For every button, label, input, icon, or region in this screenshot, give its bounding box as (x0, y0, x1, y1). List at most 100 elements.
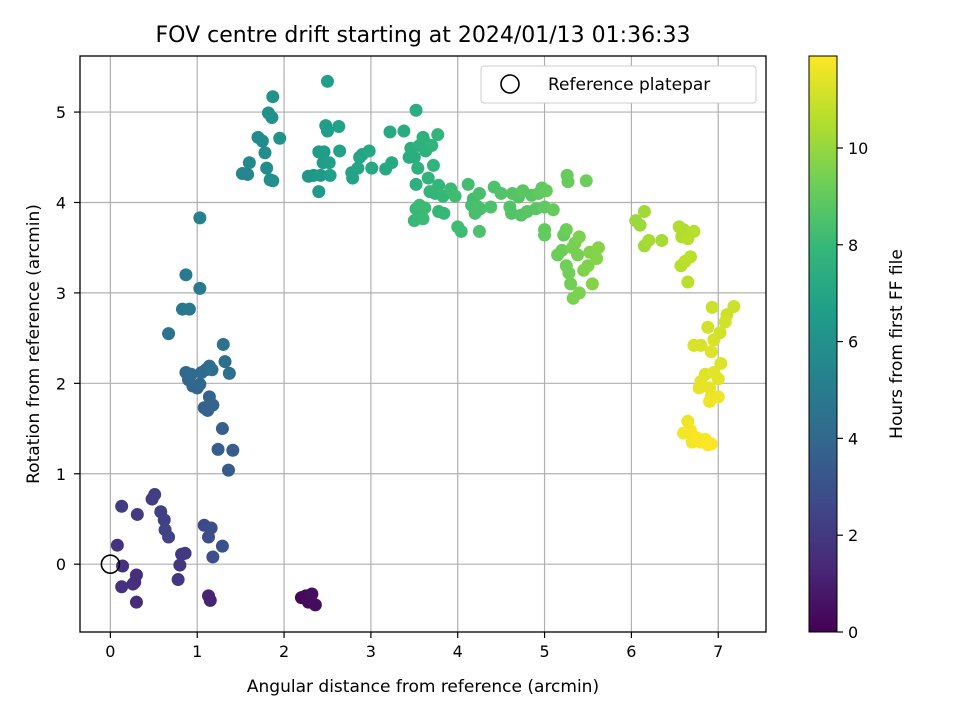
data-point (564, 277, 578, 291)
colorbar-tick-label: 8 (848, 236, 858, 255)
data-point (346, 171, 360, 185)
grid-lines (80, 56, 766, 632)
data-point (579, 174, 593, 188)
data-point (591, 241, 605, 255)
data-point (655, 233, 669, 247)
data-point (385, 156, 399, 170)
data-point (637, 205, 651, 219)
data-point (590, 252, 604, 266)
data-point (711, 372, 725, 386)
data-point (193, 281, 207, 295)
data-point (397, 124, 411, 138)
plot-area: 0 1 2 3 4 5 6 7 0 1 2 3 4 5 (56, 55, 767, 661)
data-point (703, 394, 717, 408)
data-point (365, 161, 379, 175)
x-axis-label: Angular distance from reference (arcmin) (247, 677, 599, 697)
data-point (383, 125, 397, 139)
data-point (242, 156, 256, 170)
data-point (555, 243, 569, 257)
data-point (461, 177, 475, 191)
y-tick-label: 1 (56, 465, 66, 484)
data-point (538, 228, 552, 242)
data-point (571, 248, 585, 262)
data-point (184, 367, 198, 381)
data-point (704, 437, 718, 451)
y-axis-ticks: 0 1 2 3 4 5 (56, 103, 80, 574)
data-point (320, 124, 334, 138)
data-point (314, 168, 328, 182)
data-point (216, 337, 230, 351)
data-point (320, 74, 334, 88)
data-point (258, 146, 272, 160)
data-point (351, 161, 365, 175)
data-point (559, 223, 573, 237)
data-point (193, 211, 207, 225)
data-point (130, 507, 144, 521)
data-point (255, 134, 269, 148)
data-point (115, 499, 129, 513)
data-point (110, 538, 124, 552)
data-point (494, 186, 508, 200)
plot-frame (79, 55, 767, 633)
data-point (206, 550, 220, 564)
data-point (221, 463, 235, 477)
chart-title: FOV centre drift starting at 2024/01/13 … (156, 23, 691, 48)
data-point (312, 185, 326, 199)
x-tick-label: 6 (626, 642, 636, 661)
data-point (409, 177, 423, 191)
data-point (701, 320, 715, 334)
x-tick-label: 1 (192, 642, 202, 661)
data-point (273, 131, 287, 145)
y-tick-label: 4 (56, 193, 66, 212)
data-point (323, 168, 337, 182)
y-tick-label: 3 (56, 284, 66, 303)
data-point (683, 250, 697, 264)
data-point (171, 573, 185, 587)
data-point (687, 224, 701, 238)
data-point (562, 266, 576, 280)
data-point (179, 268, 193, 282)
data-point (426, 158, 440, 172)
data-point (308, 598, 322, 612)
y-tick-label: 5 (56, 103, 66, 122)
data-point (266, 90, 280, 104)
data-point (448, 189, 462, 203)
data-point (333, 144, 347, 158)
data-point (260, 161, 274, 175)
data-point (633, 218, 647, 232)
data-point (222, 366, 236, 380)
data-point (714, 356, 728, 370)
data-point (218, 355, 232, 369)
colorbar-tick-label: 2 (848, 526, 858, 545)
data-point (572, 230, 586, 244)
data-point (202, 390, 216, 404)
colorbar-ticks: 0 2 4 6 8 10 (837, 139, 868, 642)
data-point (116, 559, 130, 573)
data-point (692, 381, 706, 395)
colorbar-tick-label: 4 (848, 429, 858, 448)
x-tick-label: 7 (713, 642, 723, 661)
data-point (162, 530, 176, 544)
data-point (431, 128, 445, 142)
data-point (157, 513, 171, 527)
legend: Reference platepar (480, 65, 757, 104)
data-point (148, 488, 162, 502)
data-point (473, 202, 487, 216)
colorbar-tick-label: 6 (848, 333, 858, 352)
data-point (718, 315, 732, 329)
data-point (572, 286, 586, 300)
data-point (173, 558, 187, 572)
data-point (484, 200, 498, 214)
data-point (126, 577, 140, 591)
data-point (266, 174, 280, 188)
data-point (539, 184, 553, 198)
data-point (421, 171, 435, 185)
data-point (561, 175, 575, 189)
data-point (472, 224, 486, 238)
data-point (407, 150, 421, 164)
y-tick-label: 2 (56, 374, 66, 393)
colorbar-label: Hours from first FF file (887, 249, 907, 439)
y-axis-label: Rotation from reference (arcmin) (24, 204, 44, 484)
data-point (312, 145, 326, 159)
